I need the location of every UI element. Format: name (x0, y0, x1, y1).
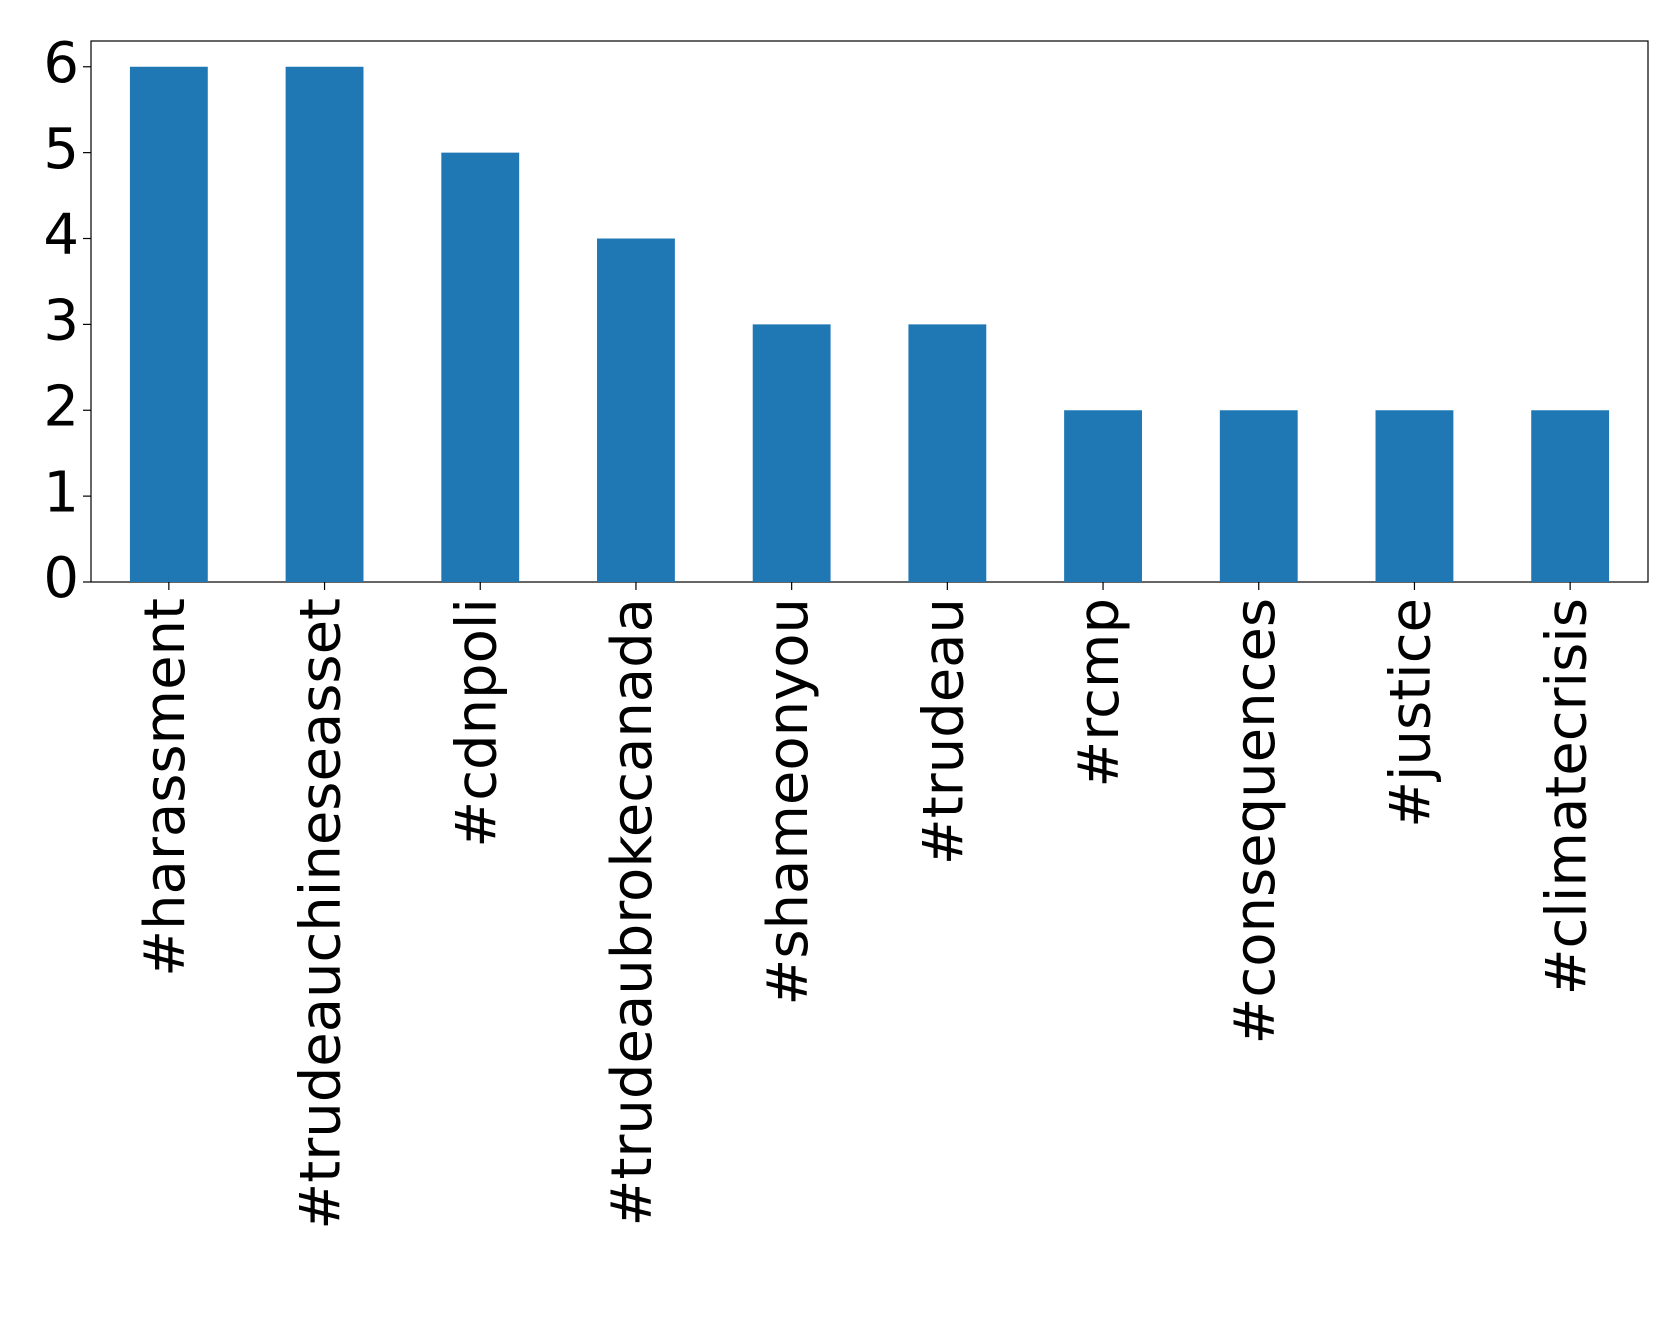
x-tick-label: #consequences (1223, 598, 1288, 1045)
bar (441, 152, 520, 582)
bar (1531, 410, 1610, 582)
x-tick-label: #rcmp (1067, 598, 1132, 788)
y-tick-label: 0 (43, 546, 79, 611)
y-tick-label: 5 (43, 117, 79, 182)
x-tick-label: #harassment (133, 598, 198, 977)
plot-frame (90, 40, 1649, 583)
y-tick-label: 1 (43, 460, 79, 525)
x-tick-label: #trudeauchineseasset (289, 598, 354, 1230)
y-tick-label: 6 (43, 31, 79, 96)
x-tick-label: #shameonyou (756, 598, 821, 1006)
bar (908, 324, 987, 582)
x-tick-label: #justice (1379, 598, 1444, 828)
x-tick-label: #climatecrisis (1534, 598, 1599, 995)
y-tick-label: 4 (43, 203, 79, 268)
bar (1219, 410, 1298, 582)
x-tick-label: #cdnpoli (444, 598, 509, 848)
bar (1375, 410, 1454, 582)
y-tick-label: 2 (43, 374, 79, 439)
x-tick-label: #trudeau (911, 598, 976, 865)
x-tick-label: #trudeaubrokecanada (600, 598, 665, 1226)
bar (752, 324, 831, 582)
bar (1064, 410, 1142, 582)
bar (285, 66, 364, 582)
y-tick-label: 3 (43, 289, 79, 354)
bar (129, 66, 208, 582)
bar (597, 238, 675, 582)
